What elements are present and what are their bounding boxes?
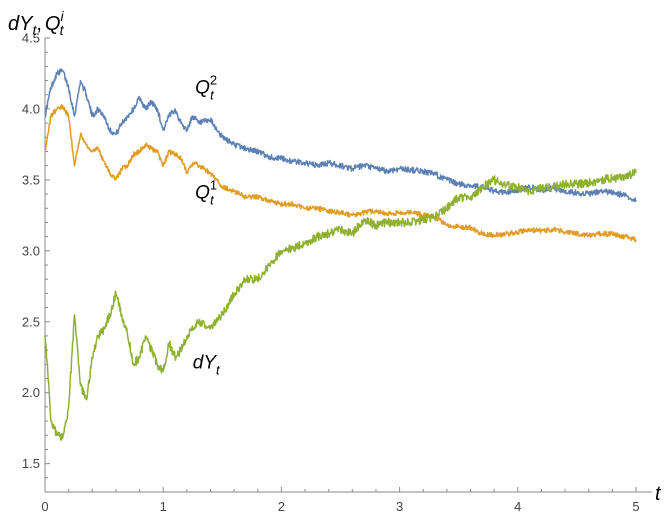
- series-line-2: [44, 168, 637, 441]
- y-axis-label: dYt, Qi t: [8, 8, 65, 38]
- x-tick-label: 4: [514, 499, 521, 514]
- y-axis-label-main2: Q: [45, 13, 61, 35]
- y-axis-label-sep: ,: [36, 13, 42, 35]
- y-axis-label-main: dY: [8, 13, 34, 35]
- x-tick-label: 3: [396, 499, 403, 514]
- y-tick-label: 2.5: [22, 314, 40, 329]
- x-tick-label: 0: [41, 499, 48, 514]
- series-label-0: Q2 t: [195, 72, 217, 102]
- y-tick-label: 4.0: [22, 101, 40, 116]
- series-label-sub: t: [210, 87, 215, 102]
- y-tick-label: 3.0: [22, 243, 40, 258]
- y-tick-label: 1.5: [22, 456, 40, 471]
- y-tick-label: 3.5: [22, 172, 40, 187]
- y-axis-label-sup2: i: [60, 8, 64, 24]
- series-line-0: [44, 68, 637, 203]
- x-tick-label: 2: [278, 499, 285, 514]
- series-label-sub: t: [216, 363, 221, 378]
- series-label-sub: t: [210, 192, 215, 207]
- y-tick-label: 4.5: [22, 31, 40, 46]
- x-tick-group: 0 1 2 3 4 5: [41, 487, 640, 514]
- series-label-1: Q1 t: [195, 177, 217, 207]
- y-axis-label-sub2: t: [60, 22, 65, 38]
- y-tick-group: 1.5 2.0 2.5 3.0 3.5 4.0 4.5: [22, 31, 50, 493]
- x-tick-label: 1: [160, 499, 167, 514]
- series-group: [44, 68, 637, 441]
- series-label-sup: 1: [210, 177, 217, 192]
- series-line-1: [44, 103, 637, 243]
- y-axis-label-sub: t: [32, 22, 37, 38]
- y-tick-label: 2.0: [22, 385, 40, 400]
- series-label-main: dY: [193, 353, 218, 374]
- x-axis-label: t: [655, 483, 662, 505]
- x-tick-label: 5: [632, 499, 639, 514]
- series-label-2: dYt: [193, 353, 221, 378]
- series-label-main: Q: [195, 77, 210, 98]
- series-label-sup: 2: [210, 72, 217, 87]
- series-label-main: Q: [195, 182, 210, 203]
